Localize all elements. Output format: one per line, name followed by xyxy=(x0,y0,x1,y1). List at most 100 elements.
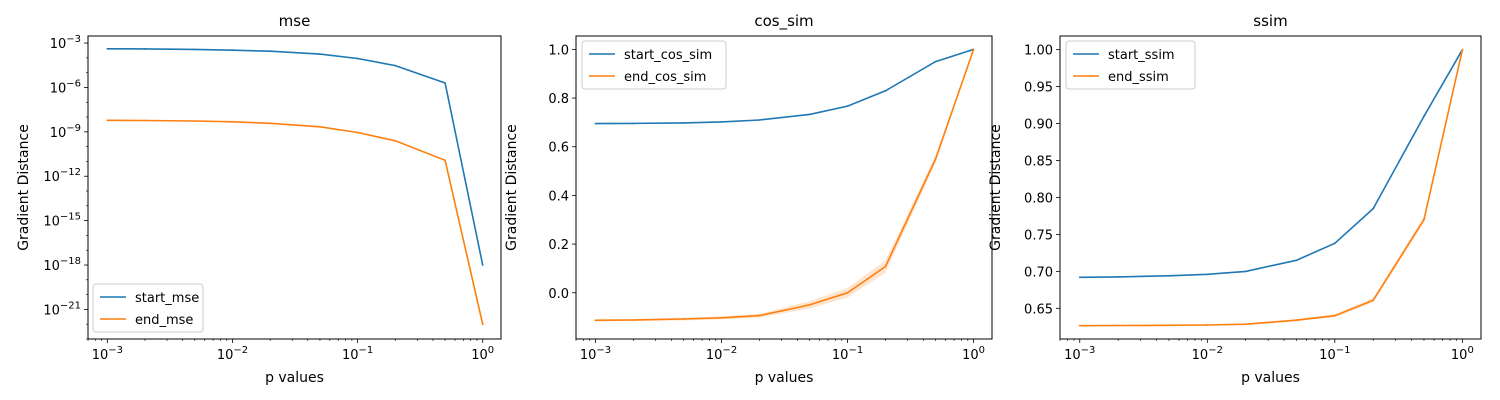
y-axis-label: Gradient Distance xyxy=(504,124,520,251)
series-line-end_ssim xyxy=(1079,49,1464,327)
x-axis-label: p values xyxy=(265,370,324,386)
data-point-end_mse xyxy=(106,119,109,122)
x-axis-label: p values xyxy=(755,370,814,386)
data-point-end_ssim xyxy=(1117,324,1119,327)
y-tick-label: 1.00 xyxy=(1024,44,1053,59)
data-point-end_ssim xyxy=(1168,324,1170,327)
data-point-start_mse xyxy=(444,82,446,84)
legend-label-end_mse: end_mse xyxy=(135,313,193,328)
y-tick-label: 10−12 xyxy=(43,167,81,185)
y-tick-label: 0.6 xyxy=(548,141,569,156)
data-point-start_cos_sim xyxy=(846,105,849,107)
data-point-end_ssim xyxy=(1423,218,1425,221)
chart-title: mse xyxy=(279,12,311,30)
data-point-end_mse xyxy=(394,139,397,142)
data-point-start_cos_sim xyxy=(682,122,685,124)
chart-title: ssim xyxy=(1253,12,1287,30)
y-tick-label: 0.85 xyxy=(1024,155,1053,170)
y-tick-label: 0.80 xyxy=(1024,191,1053,206)
series-band-end_ssim xyxy=(1079,49,1463,327)
y-tick-label: 0.8 xyxy=(548,92,569,107)
data-point-end_ssim xyxy=(1078,324,1081,327)
data-point-end_ssim xyxy=(1244,323,1247,326)
data-point-end_mse xyxy=(356,131,359,134)
y-tick-label: 0.90 xyxy=(1024,118,1053,133)
data-point-end_mse xyxy=(193,120,196,122)
y-axis-label: Gradient Distance xyxy=(988,124,1004,251)
plot-frame xyxy=(1059,35,1482,340)
series-line-start_ssim xyxy=(1079,49,1464,279)
data-point-end_cos_sim xyxy=(934,158,937,160)
data-point-end_cos_sim xyxy=(846,291,849,294)
data-point-end_ssim xyxy=(1295,319,1298,322)
data-point-start_ssim xyxy=(1244,270,1247,273)
y-tick-label: 0.65 xyxy=(1024,302,1053,317)
y-axis-label: Gradient Distance xyxy=(16,124,32,251)
legend-label-start_mse: start_mse xyxy=(135,291,199,306)
y-tick-label: 10−21 xyxy=(43,300,81,318)
y-tick-label: 10−6 xyxy=(50,78,81,96)
x-tick-label: 10−3 xyxy=(92,345,123,363)
series-band-end_cos_sim xyxy=(595,49,974,322)
y-tick-label: 0.95 xyxy=(1024,81,1053,96)
y-tick-label: 1.0 xyxy=(548,43,569,58)
y-tick-label: 0.2 xyxy=(548,238,569,253)
x-tick-label: 10−3 xyxy=(580,345,611,363)
plot-frame xyxy=(87,35,502,340)
chart-title: cos_sim xyxy=(754,12,813,31)
legend-box xyxy=(92,283,204,333)
data-point-end_ssim xyxy=(1461,48,1464,51)
data-point-start_mse xyxy=(394,64,397,67)
chart-panel-ssim: ssim 10−3 10−2 10−1 100 0.65 0.70 0.75 0.80 0.85 0… xyxy=(988,12,1482,386)
y-tick-label: 10−9 xyxy=(50,123,81,141)
data-point-start_mse xyxy=(231,49,234,52)
data-point-start_mse xyxy=(193,48,196,51)
legend: start_mse end_mse xyxy=(92,283,204,333)
series-line-end_cos_sim xyxy=(595,49,975,322)
data-point-start_mse xyxy=(269,50,272,53)
data-point-start_ssim xyxy=(1117,276,1119,278)
data-point-end_mse xyxy=(269,122,272,125)
data-point-start_cos_sim xyxy=(758,119,761,121)
x-tick-label: 10−2 xyxy=(1192,345,1223,363)
data-point-start_cos_sim xyxy=(884,89,887,92)
data-point-start_ssim xyxy=(1168,274,1170,277)
x-tick-label: 10−2 xyxy=(706,345,737,363)
data-point-end_mse xyxy=(481,323,484,326)
data-point-start_cos_sim xyxy=(934,60,937,63)
x-tick-label: 10−1 xyxy=(832,345,863,363)
y-tick-label: 0.70 xyxy=(1024,265,1053,280)
y-tick-label: 10−15 xyxy=(43,212,81,230)
plot-frame xyxy=(575,35,993,340)
data-point-start_cos_sim xyxy=(808,113,811,116)
data-point-start_ssim xyxy=(1078,276,1081,279)
data-point-end_cos_sim xyxy=(884,265,887,268)
legend-label-end_cos_sim: end_cos_sim xyxy=(624,70,706,85)
legend-label-start_ssim: start_ssim xyxy=(1108,48,1175,63)
data-point-start_mse xyxy=(481,264,484,266)
data-point-start_ssim xyxy=(1372,207,1375,210)
data-point-end_mse xyxy=(231,120,234,123)
y-tick-label: 10−3 xyxy=(50,34,81,52)
data-point-end_mse xyxy=(444,159,446,162)
data-point-start_mse xyxy=(106,47,109,50)
y-tick-label: 0.4 xyxy=(548,189,569,204)
data-point-end_ssim xyxy=(1206,324,1209,326)
data-point-start_ssim xyxy=(1333,242,1336,245)
legend-box xyxy=(581,40,727,90)
data-point-end_cos_sim xyxy=(758,314,761,317)
data-point-start_cos_sim xyxy=(594,122,597,125)
chart-panel-mse: mse 10−3 10−2 10−1 100 10−21 10−18 10−15 10−12 10… xyxy=(16,12,502,386)
legend-label-start_cos_sim: start_cos_sim xyxy=(624,48,712,63)
y-tick-label: 10−18 xyxy=(43,256,81,274)
x-tick-label: 100 xyxy=(962,345,985,363)
data-point-end_ssim xyxy=(1333,314,1336,317)
chart-panel-cos_sim: cos_sim 10−3 10−2 10−1 100 0.0 0.2 0.4 0.6 0.8 1.0… xyxy=(504,12,993,386)
data-point-start_cos_sim xyxy=(632,122,635,125)
x-tick-label: 10−2 xyxy=(217,345,248,363)
data-point-end_mse xyxy=(319,125,321,128)
data-point-end_cos_sim xyxy=(594,319,597,322)
x-tick-label: 10−3 xyxy=(1064,345,1095,363)
data-point-start_ssim xyxy=(1423,115,1425,118)
